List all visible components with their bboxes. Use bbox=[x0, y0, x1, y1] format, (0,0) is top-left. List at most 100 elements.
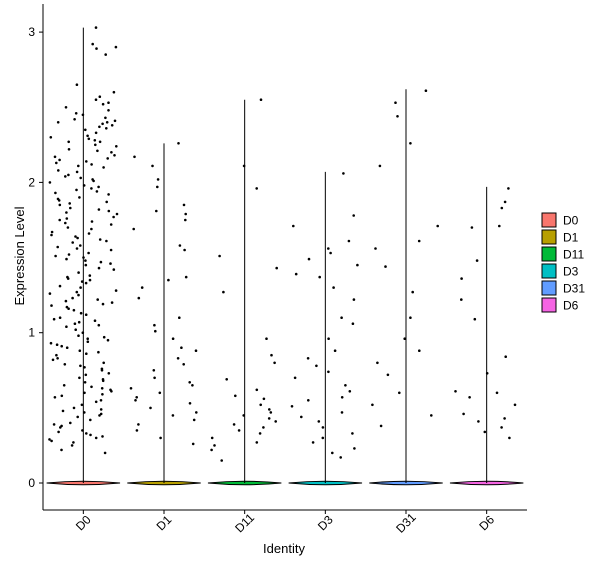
data-point bbox=[258, 432, 262, 435]
data-point bbox=[56, 357, 59, 360]
data-point bbox=[80, 280, 84, 283]
data-point bbox=[52, 423, 56, 426]
data-point bbox=[70, 444, 74, 447]
data-point bbox=[137, 296, 141, 300]
data-point bbox=[102, 335, 106, 339]
data-point bbox=[115, 212, 119, 216]
data-point bbox=[386, 373, 390, 377]
data-point bbox=[75, 188, 78, 192]
data-point bbox=[332, 286, 335, 289]
data-point bbox=[56, 121, 60, 124]
data-point bbox=[86, 337, 89, 341]
data-point bbox=[191, 442, 195, 446]
data-point bbox=[100, 367, 104, 371]
data-point bbox=[137, 423, 140, 426]
data-point bbox=[106, 157, 109, 160]
data-point bbox=[65, 217, 69, 220]
data-point bbox=[96, 149, 99, 153]
data-point bbox=[93, 139, 97, 142]
data-point bbox=[242, 164, 246, 168]
data-point bbox=[188, 402, 192, 405]
data-point bbox=[135, 429, 139, 432]
data-point bbox=[321, 426, 325, 429]
data-point bbox=[339, 456, 343, 459]
data-point bbox=[234, 394, 237, 398]
data-point bbox=[495, 391, 499, 395]
data-point bbox=[90, 163, 93, 166]
legend-swatch bbox=[541, 297, 557, 313]
data-point bbox=[77, 293, 80, 297]
data-point bbox=[58, 218, 61, 222]
data-point bbox=[417, 239, 421, 243]
data-point bbox=[109, 223, 113, 226]
data-point bbox=[110, 390, 113, 393]
data-point bbox=[237, 429, 241, 432]
data-point bbox=[69, 421, 72, 425]
data-point bbox=[275, 266, 279, 270]
data-point bbox=[485, 372, 489, 375]
data-point bbox=[376, 361, 379, 365]
data-point bbox=[52, 317, 56, 321]
data-point bbox=[87, 137, 91, 141]
legend-swatch bbox=[541, 246, 557, 262]
data-point bbox=[93, 319, 97, 323]
data-point bbox=[371, 403, 374, 407]
data-point bbox=[132, 227, 135, 231]
data-point bbox=[98, 140, 102, 144]
data-point bbox=[99, 260, 103, 264]
data-point bbox=[60, 424, 63, 428]
data-point bbox=[318, 275, 322, 279]
data-point bbox=[307, 257, 311, 261]
data-point bbox=[73, 322, 77, 326]
data-point bbox=[262, 397, 266, 401]
data-point bbox=[300, 415, 303, 419]
data-point bbox=[218, 254, 221, 258]
data-point bbox=[483, 430, 487, 434]
data-point bbox=[67, 253, 71, 256]
legend-label: D0 bbox=[563, 214, 579, 228]
data-point bbox=[477, 420, 480, 423]
data-point bbox=[49, 136, 53, 139]
data-point bbox=[83, 391, 86, 395]
data-point bbox=[500, 206, 504, 210]
data-point bbox=[64, 299, 68, 303]
data-point bbox=[50, 304, 53, 307]
data-point bbox=[180, 346, 183, 350]
data-point bbox=[107, 101, 110, 104]
data-point bbox=[91, 42, 94, 46]
data-point bbox=[311, 441, 315, 444]
data-point bbox=[327, 247, 330, 250]
data-point bbox=[270, 353, 273, 357]
data-point bbox=[77, 164, 80, 168]
data-point bbox=[110, 301, 114, 304]
data-point bbox=[500, 426, 503, 429]
legend-label: D3 bbox=[563, 265, 579, 279]
data-point bbox=[65, 305, 69, 309]
data-point bbox=[262, 426, 265, 429]
data-points bbox=[48, 26, 517, 462]
data-point bbox=[327, 337, 330, 341]
data-point bbox=[84, 281, 88, 285]
data-point bbox=[64, 175, 67, 178]
legend: D0 D1 D11 D3 D31 D6 bbox=[541, 212, 585, 313]
data-point bbox=[94, 143, 97, 147]
data-point bbox=[78, 349, 82, 353]
data-point bbox=[188, 381, 191, 384]
data-point bbox=[94, 98, 98, 101]
data-point bbox=[60, 394, 64, 398]
data-point bbox=[63, 363, 67, 366]
legend-swatch bbox=[541, 229, 557, 245]
data-point bbox=[114, 289, 118, 292]
data-point bbox=[101, 102, 105, 106]
data-point bbox=[504, 355, 508, 359]
data-point bbox=[398, 391, 401, 395]
data-point bbox=[97, 185, 100, 189]
data-point bbox=[156, 185, 159, 189]
data-point bbox=[79, 286, 82, 289]
data-point bbox=[60, 448, 63, 452]
data-point bbox=[78, 376, 81, 380]
data-point bbox=[102, 361, 105, 365]
data-point bbox=[50, 233, 53, 237]
